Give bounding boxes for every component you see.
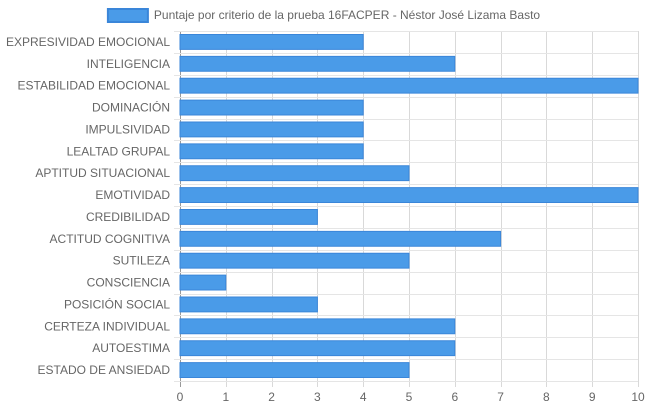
- x-tick-label: 2: [268, 390, 275, 404]
- category-label: SUTILEZA: [113, 254, 170, 268]
- x-tick-label: 4: [360, 390, 367, 404]
- category-label: ESTADO DE ANSIEDAD: [38, 363, 171, 377]
- category-label: EXPRESIVIDAD EMOCIONAL: [6, 35, 170, 49]
- category-label: APTITUD SITUACIONAL: [35, 166, 170, 180]
- bar[interactable]: [179, 362, 410, 378]
- x-tick-label: 3: [314, 390, 321, 404]
- x-tick-label: 5: [406, 390, 413, 404]
- bar[interactable]: [179, 187, 639, 203]
- x-tick-labels: 0 1 2 3 4 5 6 7 8 9 10: [177, 390, 645, 404]
- x-tick-label: 9: [589, 390, 596, 404]
- x-tick-label: 1: [222, 390, 229, 404]
- legend-label: Puntaje por criterio de la prueba 16FACP…: [154, 8, 541, 22]
- x-tick-label: 6: [451, 390, 458, 404]
- category-label: EMOTIVIDAD: [95, 188, 170, 202]
- legend[interactable]: Puntaje por criterio de la prueba 16FACP…: [106, 8, 541, 23]
- bar[interactable]: [179, 99, 364, 116]
- category-labels: EXPRESIVIDAD EMOCIONAL INTELIGENCIA ESTABI…: [6, 35, 170, 377]
- bar[interactable]: [179, 296, 318, 313]
- bar[interactable]: [179, 55, 456, 72]
- category-label: ACTITUD COGNITIVA: [50, 232, 170, 246]
- bar[interactable]: [179, 318, 456, 335]
- category-label: CREDIBILIDAD: [86, 210, 170, 224]
- category-label: ESTABILIDAD EMOCIONAL: [18, 79, 171, 93]
- legend-swatch: [106, 8, 149, 23]
- category-label: INTELIGENCIA: [87, 57, 170, 71]
- x-tick-label: 8: [543, 390, 550, 404]
- category-label: CONSCIENCIA: [87, 276, 170, 290]
- bar-series: [179, 34, 639, 378]
- bar[interactable]: [179, 274, 227, 291]
- category-label: LEALTAD GRUPAL: [67, 144, 171, 158]
- bar[interactable]: [179, 165, 410, 182]
- bar[interactable]: [179, 340, 456, 357]
- category-label: CERTEZA INDIVIDUAL: [44, 319, 170, 333]
- category-label: POSICIÓN SOCIAL: [64, 296, 170, 311]
- x-tick-label: 10: [631, 390, 645, 404]
- bar[interactable]: [179, 209, 318, 225]
- bar[interactable]: [179, 143, 364, 160]
- bar[interactable]: [179, 230, 502, 247]
- x-tick-label: 7: [497, 390, 504, 404]
- bar[interactable]: [179, 252, 410, 269]
- bar[interactable]: [179, 34, 364, 50]
- category-label: IMPULSIVIDAD: [85, 122, 170, 136]
- bar[interactable]: [179, 77, 639, 94]
- bar[interactable]: [179, 121, 364, 138]
- x-tick-label: 0: [177, 390, 184, 404]
- category-label: DOMINACIÓN: [92, 100, 170, 115]
- category-label: AUTOESTIMA: [92, 341, 170, 355]
